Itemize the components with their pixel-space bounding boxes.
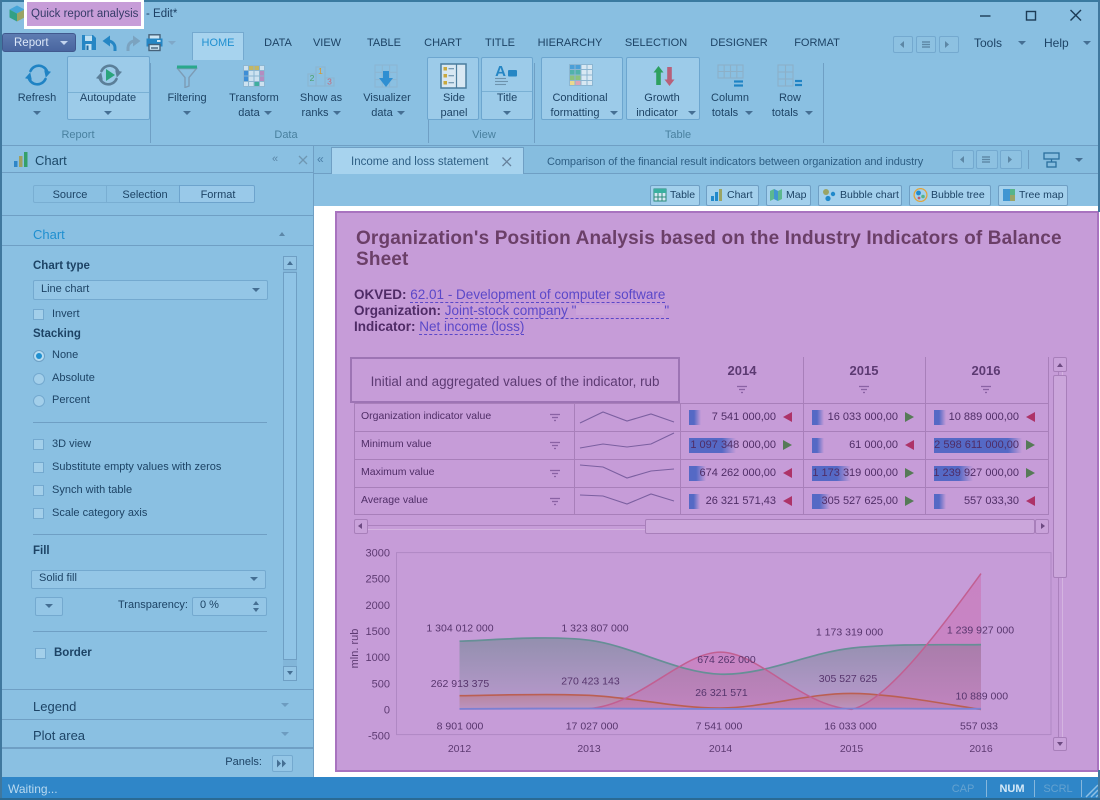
- svg-text:7 541 000: 7 541 000: [696, 721, 743, 733]
- svg-text:8 901 000: 8 901 000: [437, 721, 484, 733]
- svg-text:2012: 2012: [448, 743, 472, 755]
- svg-text:1500: 1500: [366, 626, 390, 638]
- svg-text:1: 1: [318, 66, 323, 76]
- svg-text:2013: 2013: [577, 743, 601, 755]
- svg-text:mln. rub: mln. rub: [349, 629, 361, 669]
- svg-text:2: 2: [310, 73, 315, 83]
- svg-text:674 262 000: 674 262 000: [697, 654, 756, 666]
- svg-text:16 033 000: 16 033 000: [824, 721, 877, 733]
- svg-text:17 027 000: 17 027 000: [566, 721, 619, 733]
- svg-text:305 527 625: 305 527 625: [819, 673, 878, 685]
- svg-text:1 304 012 000: 1 304 012 000: [426, 623, 493, 635]
- svg-text:3: 3: [327, 77, 332, 87]
- svg-text:2500: 2500: [366, 574, 390, 586]
- svg-text:-500: -500: [368, 731, 390, 743]
- svg-text:3000: 3000: [366, 548, 390, 560]
- svg-text:2015: 2015: [840, 743, 864, 755]
- svg-text:A: A: [495, 63, 506, 80]
- svg-text:10 889 000: 10 889 000: [956, 690, 1009, 702]
- svg-text:1 323 807 000: 1 323 807 000: [561, 623, 628, 635]
- svg-text:2016: 2016: [969, 743, 993, 755]
- svg-text:2014: 2014: [709, 743, 733, 755]
- svg-text:26 321 571: 26 321 571: [695, 687, 748, 699]
- svg-text:270 423 143: 270 423 143: [561, 676, 620, 688]
- svg-text:0: 0: [384, 704, 390, 716]
- svg-text:1000: 1000: [366, 652, 390, 664]
- svg-text:500: 500: [372, 678, 390, 690]
- svg-text:262 913 375: 262 913 375: [431, 678, 490, 690]
- svg-text:1 173 319 000: 1 173 319 000: [816, 627, 883, 639]
- svg-text:2000: 2000: [366, 600, 390, 612]
- svg-text:1 239 927 000: 1 239 927 000: [947, 625, 1014, 637]
- svg-text:557 033: 557 033: [960, 721, 998, 733]
